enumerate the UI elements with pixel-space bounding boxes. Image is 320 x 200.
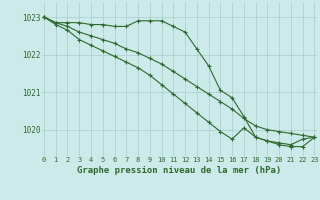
X-axis label: Graphe pression niveau de la mer (hPa): Graphe pression niveau de la mer (hPa) — [77, 166, 281, 175]
